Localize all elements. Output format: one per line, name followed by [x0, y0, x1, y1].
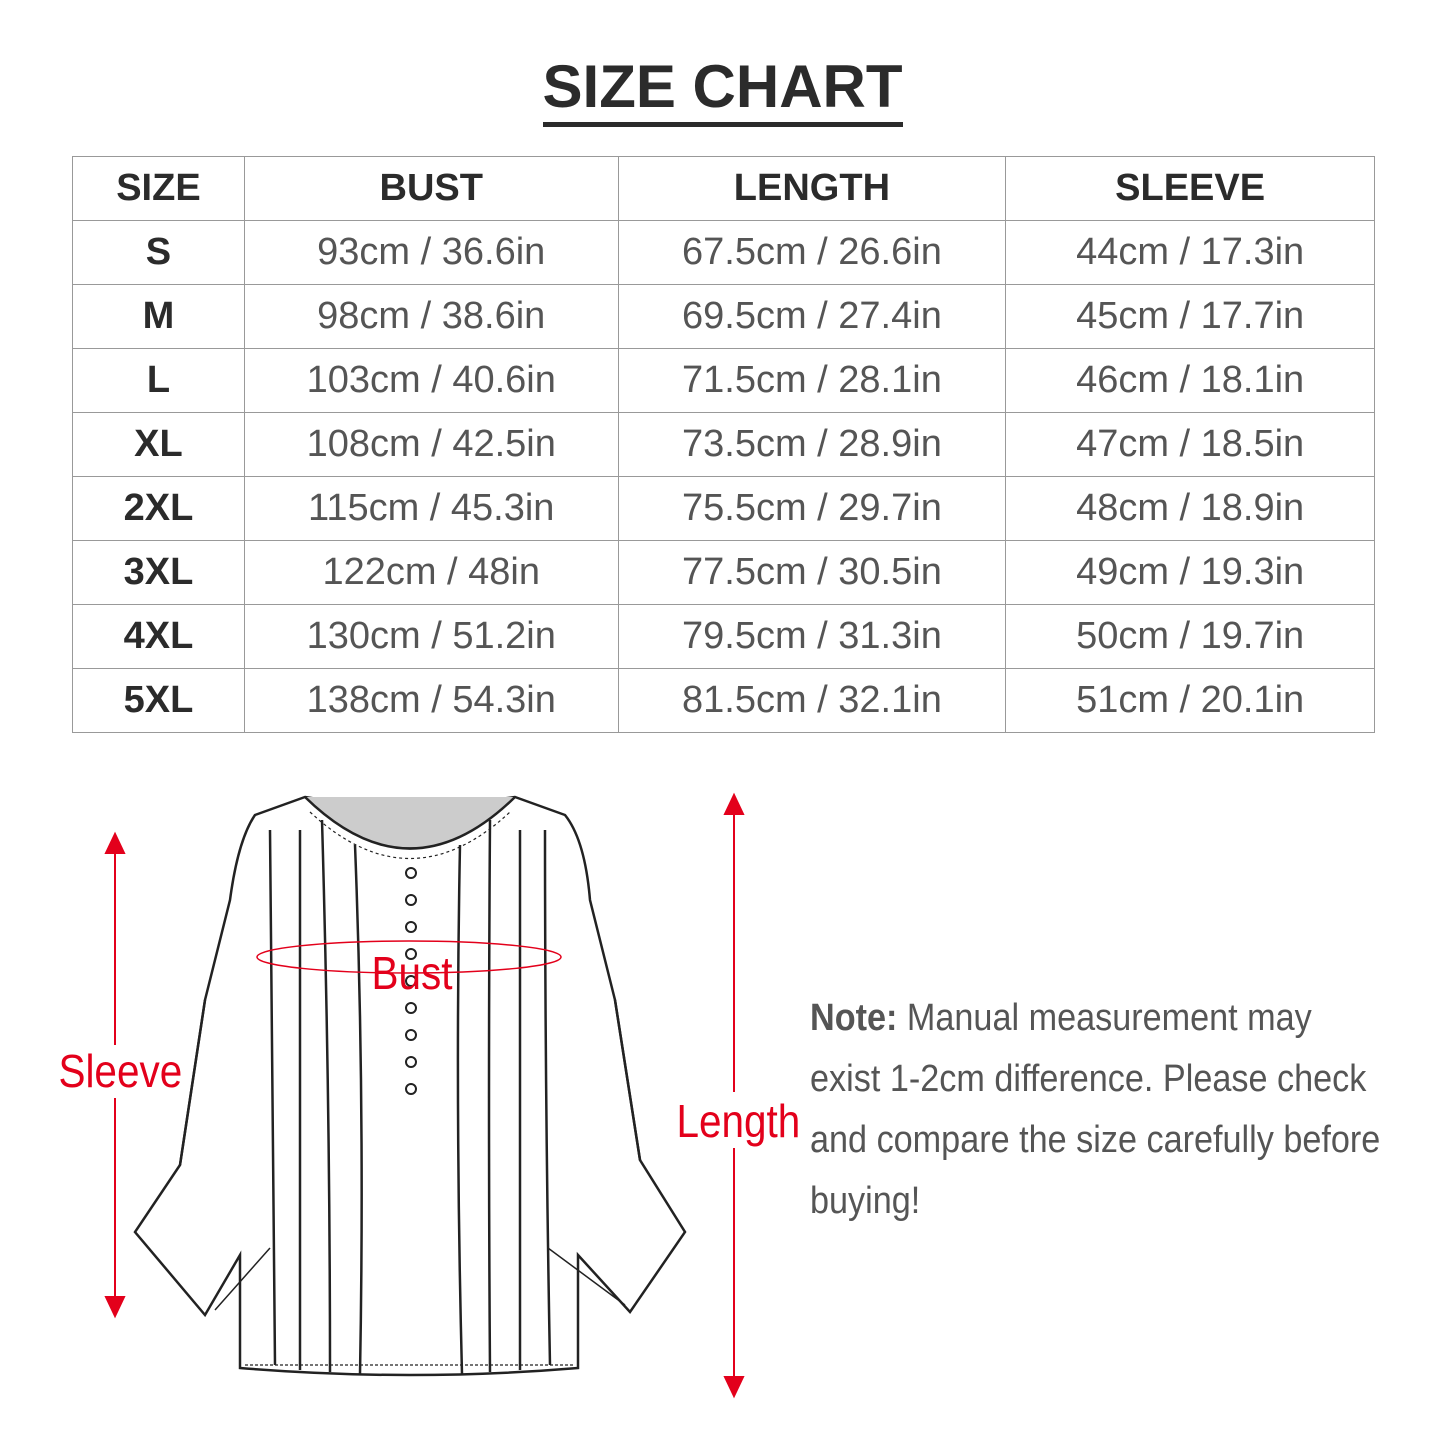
note-label: Note: — [810, 997, 898, 1039]
table-row: 3XL 122cm / 48in 77.5cm / 30.5in 49cm / 19.… — [72, 540, 1375, 605]
bust-cell: 103cm / 40.6in — [243, 348, 619, 413]
table-row: 2XL 115cm / 45.3in 75.5cm / 29.7in 48cm / 1… — [72, 476, 1375, 541]
sleeve-cell: 49cm / 19.3in — [1005, 540, 1375, 605]
length-cell: 71.5cm / 28.1in — [617, 348, 1007, 413]
size-cell: 5XL — [72, 668, 245, 733]
measure-lines — [104, 792, 745, 1399]
note: Note: Manual measurement may exist 1-2cm… — [810, 988, 1386, 1232]
arrow-down-icon — [723, 1376, 745, 1399]
bust-cell: 115cm / 45.3in — [243, 476, 619, 541]
length-cell: 79.5cm / 31.3in — [617, 604, 1007, 669]
sleeve-cell: 50cm / 19.7in — [1005, 604, 1375, 669]
length-cell: 81.5cm / 32.1in — [617, 668, 1007, 733]
sleeve-cell: 44cm / 17.3in — [1005, 220, 1375, 285]
table-row: S 93cm / 36.6in 67.5cm / 26.6in 44cm / 17.3… — [72, 220, 1375, 285]
sleeve-cell: 51cm / 20.1in — [1005, 668, 1375, 733]
size-cell: S — [72, 220, 245, 285]
sleeve-label: Sleeve — [58, 1045, 183, 1097]
length-cell: 69.5cm / 27.4in — [617, 284, 1007, 349]
size-table: SIZE BUST LENGTH SLEEVE S 93cm / 36.6in 67… — [72, 156, 1375, 733]
buttons — [405, 867, 417, 1095]
bust-cell: 93cm / 36.6in — [243, 220, 619, 285]
length-cell: 67.5cm / 26.6in — [617, 220, 1007, 285]
table-row: 4XL 130cm / 51.2in 79.5cm / 31.3in 50cm / 1… — [72, 604, 1375, 669]
table-row: L 103cm / 40.6in 71.5cm / 28.1in 46cm / 18.… — [72, 348, 1375, 413]
size-cell: 2XL — [72, 476, 245, 541]
arrow-up-icon — [723, 792, 745, 815]
page-title: SIZE CHART — [0, 52, 1445, 127]
sleeve-cell: 47cm / 18.5in — [1005, 412, 1375, 477]
size-cell: M — [72, 284, 245, 349]
table-row: M 98cm / 38.6in 69.5cm / 27.4in 45cm / 17.7… — [72, 284, 1375, 349]
header-size: SIZE — [72, 156, 245, 221]
sleeve-cell: 48cm / 18.9in — [1005, 476, 1375, 541]
table-row: 5XL 138cm / 54.3in 81.5cm / 32.1in 51cm / 2… — [72, 668, 1375, 733]
sleeve-cell: 45cm / 17.7in — [1005, 284, 1375, 349]
header-length: LENGTH — [617, 156, 1007, 221]
note-text: Manual measurement may exist 1-2cm diffe… — [810, 997, 1381, 1222]
size-cell: 4XL — [72, 604, 245, 669]
arrow-up-icon — [104, 831, 126, 854]
size-cell: 3XL — [72, 540, 245, 605]
size-cell: XL — [72, 412, 245, 477]
bust-ellipse — [256, 940, 562, 974]
sleeve-cell: 46cm / 18.1in — [1005, 348, 1375, 413]
length-label: Length — [676, 1095, 801, 1147]
bust-cell: 98cm / 38.6in — [243, 284, 619, 349]
length-cell: 75.5cm / 29.7in — [617, 476, 1007, 541]
length-cell: 73.5cm / 28.9in — [617, 412, 1007, 477]
bust-label: Bust — [371, 947, 453, 999]
table-row: XL 108cm / 42.5in 73.5cm / 28.9in 47cm / 18… — [72, 412, 1375, 477]
arrow-down-icon — [104, 1296, 126, 1319]
length-cell: 77.5cm / 30.5in — [617, 540, 1007, 605]
header-sleeve: SLEEVE — [1005, 156, 1375, 221]
bust-cell: 108cm / 42.5in — [243, 412, 619, 477]
bust-cell: 138cm / 54.3in — [243, 668, 619, 733]
